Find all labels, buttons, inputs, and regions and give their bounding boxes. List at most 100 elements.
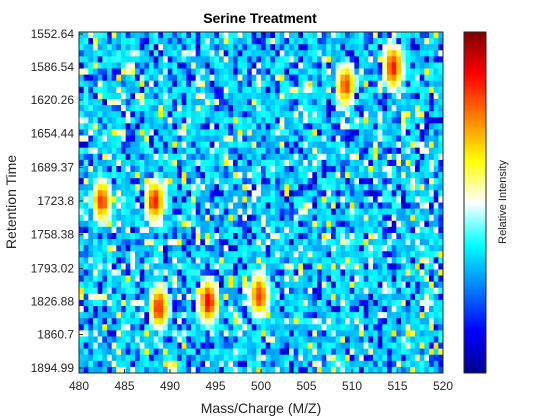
heatmap-cell (293, 141, 299, 149)
heatmap-cell (93, 50, 99, 57)
heatmap-cell (396, 68, 402, 76)
heatmap-cell (195, 159, 201, 167)
heatmap-cell (317, 354, 323, 362)
heatmap-cell (321, 202, 327, 209)
heatmap-cell (377, 196, 383, 203)
heatmap-cell (265, 123, 271, 130)
heatmap-cell (424, 172, 430, 179)
heatmap-cell (242, 318, 248, 325)
heatmap-cell (139, 153, 145, 161)
heatmap-cell (382, 336, 388, 343)
heatmap-cell (349, 178, 355, 185)
heatmap-cell (149, 281, 155, 289)
heatmap-cell (191, 190, 197, 197)
heatmap-cell (335, 220, 341, 228)
heatmap-cell (303, 336, 309, 343)
heatmap-cell (237, 354, 243, 362)
heatmap-cell (405, 111, 411, 118)
heatmap-cell (326, 287, 332, 295)
heatmap-cell (307, 348, 313, 356)
heatmap-cell (261, 360, 267, 368)
heatmap-cell (335, 360, 341, 368)
heatmap-cell (340, 214, 346, 222)
heatmap-cell (317, 299, 323, 307)
heatmap-cell (349, 336, 355, 343)
heatmap-cell (261, 336, 267, 343)
heatmap-cell (424, 239, 430, 246)
heatmap-cell (79, 92, 85, 100)
x-tick-label: 480 (69, 379, 89, 393)
heatmap-cell (144, 208, 150, 216)
heatmap-cell (424, 129, 430, 136)
heatmap-cell (172, 275, 178, 283)
heatmap-cell (433, 293, 439, 301)
heatmap-cell (382, 44, 388, 51)
heatmap-cell (275, 129, 281, 136)
heatmap-cell (363, 80, 369, 88)
heatmap-cell (149, 299, 155, 307)
heatmap-cell (153, 318, 159, 325)
heatmap-cell (377, 354, 383, 362)
heatmap-cell (429, 147, 435, 155)
heatmap-cell (261, 263, 267, 270)
heatmap-cell (83, 178, 89, 185)
heatmap-cell (391, 74, 397, 82)
heatmap-cell (373, 287, 379, 295)
heatmap-cell (279, 251, 285, 258)
heatmap-cell (317, 141, 323, 149)
heatmap-cell (256, 44, 262, 51)
heatmap-cell (382, 153, 388, 161)
heatmap-cell (317, 172, 323, 179)
heatmap-cell (251, 178, 257, 185)
heatmap-cell (331, 354, 337, 362)
heatmap-cell (373, 68, 379, 76)
heatmap-cell (172, 281, 178, 289)
heatmap-cell (265, 336, 271, 343)
heatmap-cell (317, 287, 323, 295)
heatmap-cell (363, 123, 369, 130)
heatmap-cell (139, 354, 145, 362)
heatmap-cell (167, 98, 173, 106)
heatmap-cell (172, 226, 178, 234)
heatmap-cell (368, 287, 374, 295)
heatmap-cell (279, 184, 285, 191)
heatmap-cell (307, 220, 313, 228)
heatmap-cell (391, 38, 397, 45)
heatmap-cell (121, 153, 127, 161)
heatmap-cell (340, 312, 346, 319)
heatmap-cell (172, 190, 178, 197)
heatmap-cell (167, 232, 173, 240)
heatmap-cell (270, 123, 276, 130)
heatmap-cell (401, 312, 407, 319)
heatmap-cell (223, 287, 229, 295)
heatmap-cell (317, 257, 323, 264)
heatmap-cell (293, 68, 299, 76)
heatmap-cell (279, 245, 285, 252)
heatmap-cell (275, 165, 281, 173)
heatmap-cell (345, 98, 351, 106)
heatmap-cell (228, 105, 234, 112)
heatmap-cell (270, 80, 276, 88)
heatmap-cell (181, 105, 187, 112)
heatmap-cell (354, 354, 360, 362)
heatmap-cell (191, 202, 197, 209)
heatmap-cell (340, 153, 346, 161)
heatmap-cell (415, 159, 421, 167)
heatmap-cell (377, 184, 383, 191)
heatmap-cell (195, 165, 201, 173)
heatmap-cell (251, 32, 257, 39)
heatmap-cell (396, 251, 402, 258)
heatmap-cell (349, 44, 355, 51)
heatmap-cell (298, 68, 304, 76)
heatmap-cell (256, 68, 262, 76)
heatmap-cell (135, 196, 141, 203)
heatmap-cell (177, 287, 183, 295)
heatmap-cell (387, 190, 393, 197)
heatmap-cell (177, 366, 183, 374)
heatmap-cell (312, 220, 318, 228)
heatmap-cell (419, 159, 425, 167)
heatmap-cell (237, 287, 243, 295)
heatmap-cell (228, 44, 234, 51)
heatmap-cell (419, 342, 425, 350)
heatmap-cell (261, 184, 267, 191)
